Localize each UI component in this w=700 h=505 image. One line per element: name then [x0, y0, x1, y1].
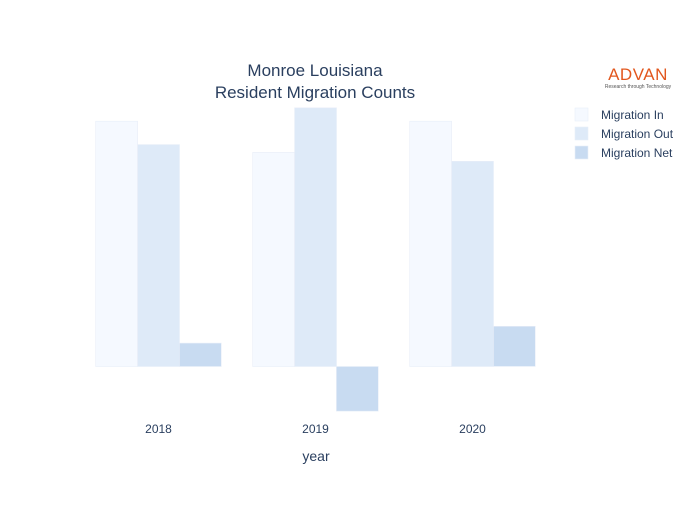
x-axis-ticks: 2018 2019 2020	[145, 422, 486, 436]
x-axis-title: year	[302, 448, 330, 464]
advan-logo: ADVAN Research through Technology	[602, 65, 674, 91]
bar-migration-net-2019[interactable]	[336, 366, 379, 412]
legend-swatch	[574, 126, 589, 141]
bars	[95, 107, 536, 412]
chart-title-line-1: Monroe Louisiana	[247, 61, 383, 80]
x-tick-2019: 2019	[302, 422, 329, 436]
chart-title-line-2: Resident Migration Counts	[215, 83, 415, 102]
legend-swatch	[574, 107, 589, 122]
bar-migration-net-2020[interactable]	[493, 325, 536, 367]
bar-migration-out-2020[interactable]	[451, 161, 494, 367]
bar-migration-net-2018[interactable]	[179, 342, 222, 367]
chart-title: Monroe Louisiana Resident Migration Count…	[215, 61, 415, 102]
legend-item-migration-net[interactable]: Migration Net	[574, 145, 673, 160]
legend-swatch	[574, 145, 589, 160]
bar-migration-in-2019[interactable]	[252, 152, 295, 367]
x-tick-2020: 2020	[459, 422, 486, 436]
x-tick-2018: 2018	[145, 422, 172, 436]
logo-brand: ADVAN	[608, 65, 668, 84]
legend-label: Migration In	[601, 108, 664, 122]
legend-item-migration-out[interactable]: Migration Out	[574, 126, 674, 141]
bar-migration-out-2018[interactable]	[137, 144, 180, 367]
bar-migration-in-2020[interactable]	[409, 120, 452, 367]
bar-migration-in-2018[interactable]	[95, 120, 138, 367]
legend[interactable]: Migration In Migration Out Migration Net	[574, 107, 674, 160]
legend-label: Migration Out	[601, 127, 674, 141]
logo-tagline: Research through Technology	[604, 84, 672, 90]
legend-label: Migration Net	[601, 146, 673, 160]
legend-item-migration-in[interactable]: Migration In	[574, 107, 664, 122]
bar-migration-out-2019[interactable]	[294, 107, 337, 367]
